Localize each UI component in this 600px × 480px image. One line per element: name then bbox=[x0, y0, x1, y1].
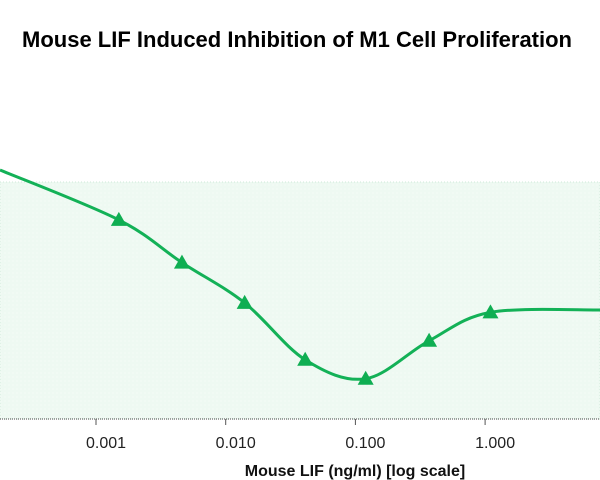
chart-title: Mouse LIF Induced Inhibition of M1 Cell … bbox=[22, 27, 572, 52]
data-point-triangle bbox=[110, 211, 127, 226]
plot-area bbox=[0, 181, 600, 420]
x-axis-label: Mouse LIF (ng/ml) [log scale] bbox=[245, 463, 465, 480]
x-tick-label: 0.100 bbox=[345, 435, 385, 452]
data-point-triangle bbox=[482, 304, 499, 319]
data-point-triangle bbox=[236, 294, 253, 309]
x-tick-label: 1.000 bbox=[475, 435, 515, 452]
x-tick-label: 0.001 bbox=[86, 435, 126, 452]
data-point-triangle bbox=[297, 351, 314, 366]
data-point-triangle bbox=[357, 370, 374, 385]
data-point-triangle bbox=[173, 254, 190, 269]
x-tick-label: 0.010 bbox=[216, 435, 256, 452]
data-point-triangle bbox=[421, 332, 438, 347]
